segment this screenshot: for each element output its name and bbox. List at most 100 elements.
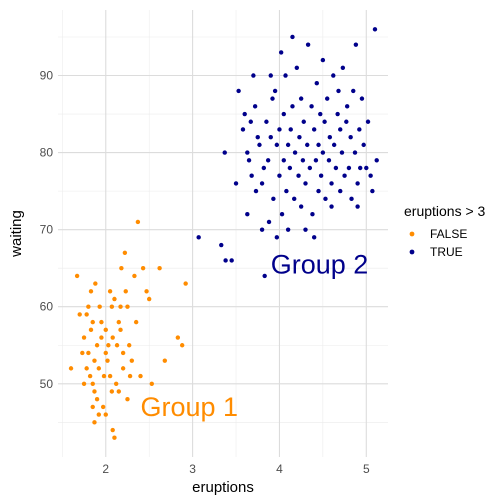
- data-point-false: [127, 373, 133, 379]
- data-point-false: [114, 343, 120, 348]
- data-point-true: [351, 88, 356, 94]
- data-point-false: [183, 281, 188, 286]
- data-point-true: [251, 73, 256, 78]
- data-point-true: [294, 65, 300, 71]
- data-point-false: [81, 381, 87, 386]
- data-point-true: [268, 134, 273, 140]
- data-point-true: [279, 212, 285, 217]
- data-point-false: [112, 435, 117, 440]
- data-point-true: [257, 142, 262, 148]
- data-point-false: [146, 296, 152, 302]
- data-point-false: [120, 366, 126, 371]
- data-point-true: [265, 158, 271, 163]
- data-point-false: [94, 397, 100, 402]
- x-tick-label: 2: [102, 462, 109, 476]
- data-point-false: [135, 219, 141, 225]
- data-point-true: [278, 50, 284, 55]
- data-point-true: [323, 196, 328, 202]
- data-point-true: [222, 150, 227, 155]
- data-point-true: [284, 188, 289, 194]
- data-point-true: [303, 181, 308, 186]
- data-point-false: [86, 304, 91, 309]
- data-point-true: [249, 173, 254, 178]
- data-point-true: [336, 88, 341, 94]
- data-point-true: [316, 188, 321, 194]
- data-point-false: [103, 350, 108, 356]
- data-point-true: [310, 212, 315, 217]
- legend-label-true: TRUE: [430, 245, 463, 259]
- data-point-false: [105, 358, 110, 363]
- data-point-false: [77, 312, 82, 317]
- data-point-false: [140, 265, 146, 271]
- data-point-false: [103, 327, 108, 333]
- data-point-false: [179, 343, 185, 348]
- data-point-true: [255, 134, 260, 140]
- data-point-true: [272, 88, 278, 94]
- data-point-true: [261, 165, 267, 171]
- data-point-true: [320, 57, 326, 63]
- y-tick-label: 50: [40, 377, 54, 391]
- data-point-true: [322, 119, 327, 124]
- data-point-true: [353, 42, 359, 47]
- data-point-true: [248, 119, 253, 124]
- data-point-false: [80, 350, 85, 356]
- data-point-false: [157, 265, 162, 271]
- y-tick-label: 60: [40, 300, 54, 314]
- data-point-false: [88, 289, 94, 294]
- data-point-true: [297, 134, 302, 140]
- data-point-false: [93, 281, 98, 286]
- data-point-true: [292, 150, 298, 155]
- data-point-false: [109, 304, 115, 309]
- data-point-true: [355, 204, 360, 209]
- data-point-true: [259, 181, 265, 186]
- y-axis-title: waiting: [8, 210, 25, 258]
- data-point-true: [290, 104, 295, 109]
- data-point-true: [359, 96, 365, 101]
- legend-key-false: [409, 231, 415, 237]
- data-point-true: [246, 158, 252, 163]
- data-point-true: [318, 173, 324, 178]
- data-point-true: [301, 119, 306, 124]
- data-point-false: [110, 427, 115, 433]
- data-point-false: [118, 327, 123, 333]
- data-point-true: [285, 142, 291, 148]
- x-tick-label: 5: [363, 462, 370, 476]
- data-point-false: [88, 327, 94, 333]
- data-point-true: [298, 96, 304, 101]
- data-point-true: [348, 134, 353, 140]
- data-point-true: [372, 27, 378, 32]
- data-point-true: [288, 127, 293, 132]
- data-point-false: [84, 312, 89, 317]
- data-point-false: [97, 304, 102, 309]
- data-point-false: [92, 389, 97, 394]
- data-point-true: [266, 219, 272, 225]
- group-label-2: Group 2: [271, 249, 369, 279]
- data-point-true: [355, 181, 360, 186]
- data-point-true: [296, 173, 301, 178]
- data-point-false: [90, 404, 95, 410]
- data-point-false: [107, 373, 113, 379]
- data-point-false: [86, 350, 91, 356]
- data-point-true: [344, 119, 349, 124]
- data-point-true: [270, 96, 275, 101]
- data-point-false: [113, 381, 119, 386]
- data-point-false: [122, 250, 128, 255]
- legend-key-true: [409, 249, 415, 255]
- data-point-true: [333, 165, 339, 171]
- data-point-false: [103, 412, 108, 417]
- data-point-true: [352, 150, 358, 155]
- data-point-true: [325, 96, 330, 101]
- data-point-true: [271, 196, 276, 202]
- data-point-false: [133, 319, 139, 325]
- data-point-true: [236, 88, 241, 94]
- data-point-true: [342, 173, 347, 178]
- data-point-true: [262, 273, 267, 279]
- data-point-false: [92, 358, 97, 363]
- data-point-true: [285, 227, 291, 232]
- data-point-true: [281, 111, 286, 117]
- data-point-true: [316, 142, 321, 148]
- data-point-true: [292, 196, 297, 202]
- data-point-true: [338, 127, 343, 132]
- data-point-false: [125, 304, 130, 309]
